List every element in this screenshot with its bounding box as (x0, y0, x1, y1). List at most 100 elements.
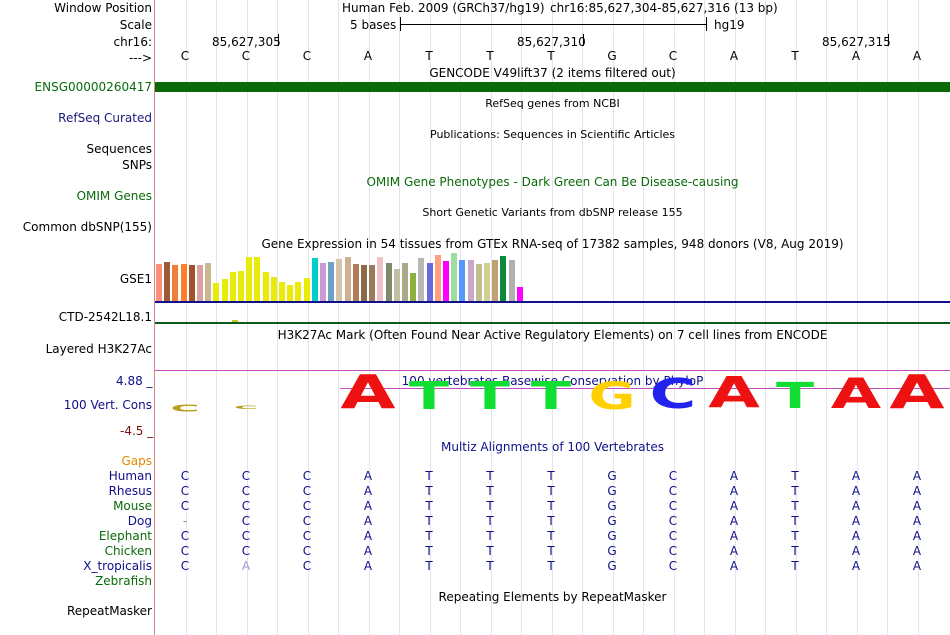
alignment-base: A (851, 559, 861, 573)
gtex-tissue-bar[interactable] (254, 257, 260, 301)
logo-letter: T (775, 376, 815, 417)
gtex-tissue-bar[interactable] (476, 264, 482, 301)
phylop-ymax: 4.88 _ (116, 374, 153, 388)
guide-line (857, 0, 858, 635)
alignment-base: A (851, 529, 861, 543)
alignment-base: C (180, 484, 190, 498)
dbsnp-track-title[interactable]: Short Genetic Variants from dbSNP releas… (422, 206, 683, 219)
gtex-tissue-bar[interactable] (181, 264, 187, 301)
alignment-base: A (912, 484, 922, 498)
alignment-base: C (668, 469, 678, 483)
omim-track-title[interactable]: OMIM Gene Phenotypes - Dark Green Can Be… (366, 175, 739, 189)
gtex-tissue-bar[interactable] (304, 278, 310, 301)
alignment-base: T (425, 484, 433, 498)
repeatmasker-track-label[interactable]: RepeatMasker (66, 604, 152, 618)
gtex-tissue-bar[interactable] (443, 261, 449, 301)
gtex-track-label[interactable]: GSE1 (119, 272, 152, 286)
species-label[interactable]: Human (108, 469, 152, 483)
coord-tick-3 (888, 34, 889, 46)
species-label[interactable]: X_tropicalis (83, 559, 152, 573)
species-label[interactable]: Rhesus (108, 484, 152, 498)
gtex-tissue-bar[interactable] (312, 258, 318, 301)
gtex-tissue-bar[interactable] (271, 277, 277, 301)
alignment-base: G (607, 499, 617, 513)
gtex-tissue-bar[interactable] (410, 273, 416, 301)
gtex-tissue-bar[interactable] (517, 287, 523, 301)
gtex-tissue-bar[interactable] (361, 265, 367, 301)
gtex-tissue-bar[interactable] (345, 257, 351, 301)
dbsnp-track-label[interactable]: Common dbSNP(155) (22, 220, 152, 234)
gtex-tissue-bar[interactable] (435, 255, 441, 301)
gtex-tissue-bar[interactable] (246, 257, 252, 301)
gtex-tissue-bar[interactable] (451, 253, 457, 301)
guide-line (460, 0, 461, 635)
gencode-track-title[interactable]: GENCODE V49lift37 (2 items filtered out) (429, 66, 676, 80)
species-label[interactable]: Zebrafish (95, 574, 152, 588)
gtex-tissue-bar[interactable] (427, 263, 433, 301)
gtex-tissue-bar[interactable] (402, 263, 408, 301)
gtex-tissue-bar[interactable] (238, 271, 244, 301)
refseq-track-label[interactable]: RefSeq Curated (58, 111, 152, 125)
guide-line (674, 0, 675, 635)
guide-line (430, 0, 431, 635)
gtex-tissue-bar[interactable] (459, 260, 465, 301)
gtex-tissue-bar[interactable] (500, 256, 506, 301)
gtex-tissue-bar[interactable] (205, 263, 211, 301)
snps-label[interactable]: SNPs (122, 158, 152, 172)
gtex-tissue-bar[interactable] (164, 262, 170, 301)
gtex-tissue-bar[interactable] (336, 259, 342, 301)
h3k27ac-track-title[interactable]: H3K27Ac Mark (Often Found Near Active Re… (277, 328, 828, 342)
gtex-tissue-bar[interactable] (320, 263, 326, 301)
gtex-tissue-bar[interactable] (418, 258, 424, 301)
alignment-base: C (302, 469, 312, 483)
window-position-value[interactable]: chr16:85,627,304-85,627,316 (13 bp) (550, 1, 778, 15)
gtex-tissue-bar[interactable] (468, 260, 474, 301)
gtex-track-title[interactable]: Gene Expression in 54 tissues from GTEx … (261, 237, 844, 251)
gtex-tissue-bar[interactable] (295, 282, 301, 301)
gtex-tissue-bar[interactable] (369, 265, 375, 301)
gtex-tissue-bar[interactable] (156, 264, 162, 301)
publications-track-title[interactable]: Publications: Sequences in Scientific Ar… (430, 128, 675, 141)
phylop-track-title[interactable]: 100 vertebrates Basewise Conservation by… (401, 374, 704, 388)
gtex-tissue-bar[interactable] (213, 283, 219, 301)
gencode-gene-feature[interactable] (155, 82, 950, 92)
alignment-base: A (363, 544, 373, 558)
gtex-tissue-bar[interactable] (394, 269, 400, 301)
gtex-tissue-bar[interactable] (492, 260, 498, 301)
alignment-base: T (547, 469, 555, 483)
ctd-gene-line (155, 322, 950, 324)
reference-base: C (302, 49, 312, 63)
gencode-track-label[interactable]: ENSG00000260417 (34, 80, 152, 94)
ctd-track-label[interactable]: CTD-2542L18.1 (58, 310, 152, 324)
publications-track-label[interactable]: Sequences (86, 142, 152, 156)
gtex-tissue-bar[interactable] (263, 272, 269, 301)
h3k27ac-track-label[interactable]: Layered H3K27Ac (45, 342, 152, 356)
species-label[interactable]: Mouse (113, 499, 152, 513)
gtex-tissue-bar[interactable] (189, 265, 195, 301)
gtex-tissue-bar[interactable] (222, 279, 228, 301)
gtex-tissue-bar[interactable] (197, 265, 203, 301)
omim-track-label[interactable]: OMIM Genes (76, 189, 152, 203)
gtex-tissue-bar[interactable] (172, 265, 178, 301)
gtex-tissue-bar[interactable] (353, 264, 359, 301)
phylop-track-label[interactable]: 100 Vert. Cons (63, 398, 152, 412)
gtex-tissue-bar[interactable] (484, 263, 490, 301)
gtex-tissue-bar[interactable] (509, 260, 515, 301)
species-label[interactable]: Dog (127, 514, 152, 528)
multiz-track-title[interactable]: Multiz Alignments of 100 Vertebrates (440, 440, 665, 454)
gtex-tissue-bar[interactable] (287, 285, 293, 301)
alignment-base: T (425, 514, 433, 528)
alignment-base: G (607, 559, 617, 573)
refseq-track-title[interactable]: RefSeq genes from NCBI (485, 97, 620, 110)
gtex-tissue-bar[interactable] (279, 282, 285, 301)
gtex-tissue-bar[interactable] (386, 263, 392, 301)
alignment-base: A (363, 484, 373, 498)
logo-letter: T (530, 374, 572, 418)
gtex-tissue-bar[interactable] (328, 262, 334, 301)
gtex-tissue-bar[interactable] (230, 272, 236, 301)
gtex-tissue-bar[interactable] (377, 257, 383, 301)
species-label[interactable]: Elephant (98, 529, 152, 543)
species-label[interactable]: Chicken (104, 544, 152, 558)
repeatmasker-track-title[interactable]: Repeating Elements by RepeatMasker (438, 590, 667, 604)
alignment-base: T (547, 484, 555, 498)
